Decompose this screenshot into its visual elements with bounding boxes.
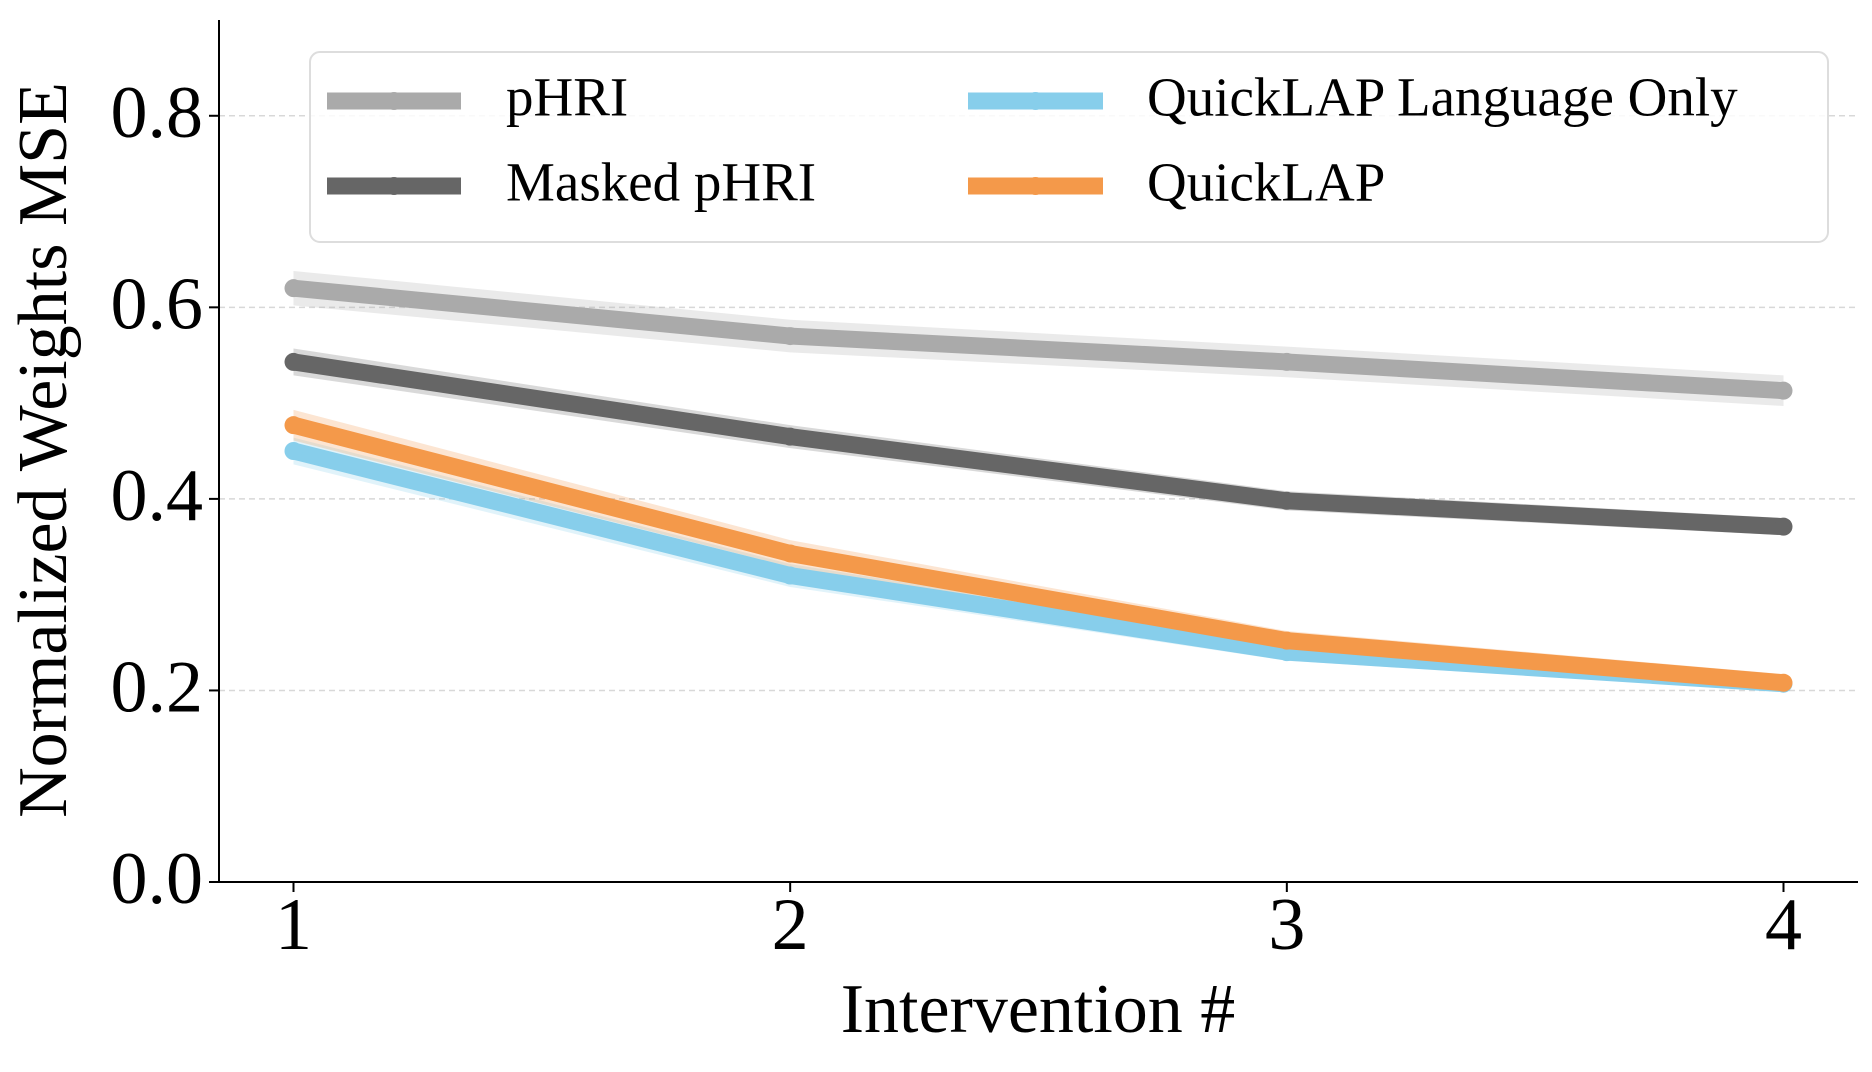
y-tick-label: 0.8	[111, 72, 204, 154]
legend-marker	[1026, 92, 1045, 110]
x-tick-label: 1	[275, 884, 312, 966]
point	[1277, 352, 1296, 371]
legend-label: QuickLAP Language Only	[1147, 67, 1738, 128]
legend-marker	[385, 177, 403, 195]
legend-box	[309, 51, 1829, 243]
y-tick-label: 0.6	[111, 263, 204, 345]
point	[1774, 381, 1793, 400]
legend-marker	[385, 92, 403, 110]
series-line	[292, 279, 1784, 400]
point	[781, 566, 800, 585]
error-band	[293, 409, 1784, 692]
x-tick-label: 2	[772, 884, 809, 966]
series-line	[291, 416, 1785, 692]
legend-label: Masked pHRI	[506, 152, 816, 213]
y-tick-label: 0.2	[111, 646, 204, 728]
point	[781, 427, 800, 446]
point	[284, 416, 303, 435]
legend-marker	[1026, 177, 1045, 195]
point	[284, 352, 303, 371]
point	[781, 544, 800, 563]
legend-label: pHRI	[506, 67, 628, 128]
point	[284, 279, 303, 298]
point	[1277, 491, 1296, 510]
point	[284, 442, 303, 460]
point	[1277, 631, 1296, 650]
x-tick-label: 3	[1268, 884, 1305, 966]
point	[781, 327, 800, 346]
y-tick-label: 0.4	[111, 455, 204, 537]
y-tick-label: 0.0	[111, 838, 204, 920]
x-axis-label: Intervention #	[841, 971, 1236, 1048]
y-axis-label: Normalized Weights MSE	[5, 82, 82, 818]
legend-label: QuickLAP	[1147, 152, 1385, 213]
point	[1774, 673, 1793, 692]
series-line	[292, 353, 1784, 536]
x-tick-label: 4	[1765, 884, 1802, 966]
point	[1774, 517, 1793, 536]
